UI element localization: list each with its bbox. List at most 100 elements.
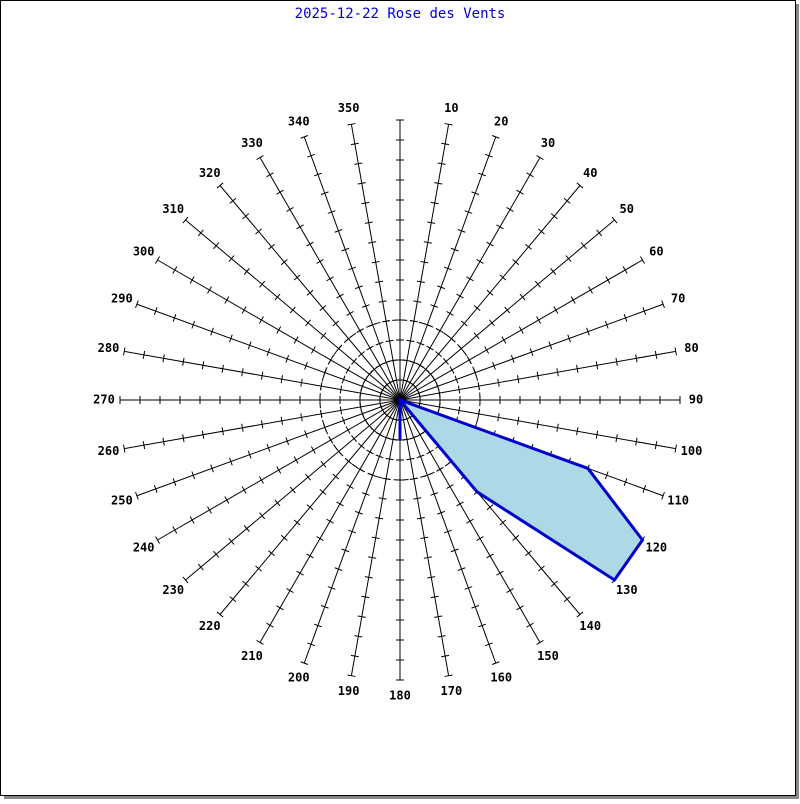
r-tick — [370, 427, 378, 434]
r-tick — [355, 285, 363, 290]
r-tick — [504, 306, 511, 314]
r-tick — [444, 123, 453, 126]
r-tick — [296, 224, 304, 230]
r-tick — [300, 661, 309, 665]
r-tick — [416, 280, 425, 284]
r-tick — [332, 473, 340, 480]
r-tick — [392, 379, 401, 382]
r-tick — [674, 444, 677, 453]
r-tick — [276, 189, 284, 195]
r-tick — [341, 247, 350, 252]
direction-label: 110 — [667, 494, 689, 508]
r-tick — [623, 478, 628, 487]
r-tick — [443, 529, 452, 534]
r-tick — [416, 432, 424, 438]
r-tick — [319, 305, 327, 312]
r-tick — [310, 346, 316, 354]
r-tick — [484, 346, 490, 354]
direction-label: 50 — [620, 202, 634, 216]
r-tick — [293, 456, 299, 464]
direction-label: 130 — [616, 583, 638, 597]
r-tick — [464, 210, 473, 214]
r-tick — [595, 430, 599, 439]
r-tick — [359, 402, 362, 411]
r-tick — [162, 437, 165, 446]
direction-label: 210 — [241, 649, 263, 663]
r-tick — [162, 354, 165, 363]
r-tick — [536, 371, 540, 380]
r-tick — [427, 221, 436, 224]
r-tick — [416, 341, 425, 346]
r-tick — [654, 350, 658, 359]
r-tick — [247, 341, 252, 350]
direction-label: 80 — [684, 341, 698, 355]
direction-label: 240 — [133, 541, 155, 555]
r-tick — [466, 518, 474, 524]
r-tick — [635, 354, 638, 363]
r-tick — [201, 430, 205, 439]
r-tick — [307, 153, 316, 158]
r-tick — [326, 518, 334, 524]
r-tick — [443, 358, 449, 365]
direction-label: 250 — [111, 494, 133, 508]
r-tick — [375, 516, 384, 520]
r-tick — [471, 191, 480, 196]
direction-label: 140 — [579, 619, 601, 633]
r-tick — [366, 345, 374, 351]
r-tick — [335, 345, 342, 352]
r-tick — [370, 366, 378, 373]
r-tick — [556, 423, 559, 432]
r-tick — [182, 357, 185, 366]
r-tick — [450, 548, 459, 553]
r-tick — [345, 366, 351, 374]
r-tick — [229, 334, 233, 343]
r-tick — [243, 525, 250, 532]
r-tick — [382, 477, 391, 480]
r-tick — [443, 266, 452, 271]
r-tick — [416, 516, 425, 520]
r-tick — [456, 293, 464, 299]
r-tick — [189, 276, 195, 284]
r-tick — [409, 360, 418, 365]
r-tick — [406, 457, 415, 461]
r-tick — [565, 255, 572, 262]
r-tick — [477, 409, 480, 418]
r-tick — [376, 362, 384, 368]
r-tick — [189, 516, 195, 524]
r-tick — [519, 293, 526, 301]
r-tick — [536, 420, 540, 429]
r-tick — [506, 588, 514, 593]
r-tick — [276, 326, 282, 334]
r-tick — [266, 622, 274, 628]
r-tick — [361, 304, 370, 308]
r-tick — [345, 426, 351, 434]
r-tick — [322, 368, 327, 377]
r-tick — [596, 229, 603, 237]
r-tick — [228, 255, 235, 262]
r-tick — [499, 274, 507, 281]
r-tick — [422, 366, 430, 373]
r-tick — [241, 306, 247, 314]
r-tick — [423, 556, 432, 559]
r-tick — [438, 389, 441, 398]
direction-label: 60 — [649, 245, 663, 259]
direction-label: 190 — [338, 684, 360, 698]
r-tick — [402, 438, 411, 441]
r-tick — [216, 182, 224, 189]
r-tick — [580, 242, 587, 250]
r-tick — [434, 182, 443, 185]
r-tick — [437, 510, 445, 515]
r-tick — [293, 274, 301, 281]
direction-label: 170 — [441, 684, 463, 698]
r-tick — [446, 310, 454, 316]
r-tick — [526, 622, 534, 628]
direction-label: 350 — [338, 101, 360, 115]
r-tick — [371, 260, 380, 264]
r-tick — [336, 293, 344, 299]
r-tick — [516, 189, 524, 195]
r-tick — [464, 586, 473, 590]
direction-label: 200 — [288, 671, 310, 685]
r-tick — [357, 615, 366, 618]
r-tick — [456, 501, 464, 507]
